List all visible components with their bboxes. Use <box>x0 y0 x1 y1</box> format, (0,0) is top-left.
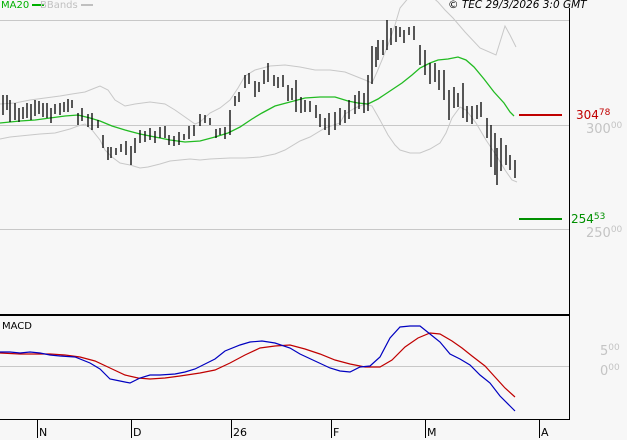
macd-tick-5: 500 <box>600 343 620 359</box>
month-label-feb: F <box>333 426 340 439</box>
legend-bbands-swatch <box>80 4 93 6</box>
price-tick-300-main: 300 <box>586 122 611 137</box>
macd-title: MACD <box>2 321 32 332</box>
price-tick-300: 30000 <box>586 121 623 137</box>
resistance-price-main: 304 <box>576 108 599 122</box>
macd-signal-line <box>0 332 516 398</box>
bbands-upper-line <box>0 0 517 125</box>
macd-tick-0-main: 0 <box>600 364 609 379</box>
price-tick-250-dec: 00 <box>610 225 623 235</box>
month-ticks <box>37 420 540 438</box>
bbands-lower-line <box>0 103 518 183</box>
macd-line <box>0 325 516 412</box>
legend-bbands: BBands <box>40 0 93 11</box>
support-price-label: 25453 <box>571 212 605 226</box>
legend-bbands-label: BBands <box>40 0 78 11</box>
macd-tick-5-main: 5 <box>600 344 609 359</box>
month-label-nov: N <box>39 426 48 439</box>
legend-ma20-swatch <box>32 4 45 6</box>
copyright-timestamp: © TEC 29/3/2026 3:0 GMT <box>448 0 587 11</box>
price-tick-250: 25000 <box>586 225 623 241</box>
month-label-jan-2026: 26 <box>233 426 247 439</box>
ma20-line <box>0 56 515 143</box>
resistance-price-label: 30478 <box>576 108 610 122</box>
price-bars <box>2 20 516 185</box>
legend-ma20-label: MA20 <box>1 0 30 11</box>
resistance-price-dec: 78 <box>598 108 611 118</box>
month-label-dec: D <box>133 426 142 439</box>
macd-tick-5-dec: 00 <box>608 343 620 353</box>
price-tick-300-dec: 00 <box>610 121 623 131</box>
price-tick-250-main: 250 <box>586 226 611 241</box>
month-label-mar: M <box>427 426 437 439</box>
macd-tick-0: 000 <box>600 363 620 379</box>
macd-tick-0-dec: 00 <box>608 363 620 373</box>
month-label-apr: A <box>541 426 549 439</box>
support-price-main: 254 <box>571 212 594 226</box>
legend-ma20: MA20 <box>1 0 45 11</box>
support-price-dec: 53 <box>593 212 606 222</box>
